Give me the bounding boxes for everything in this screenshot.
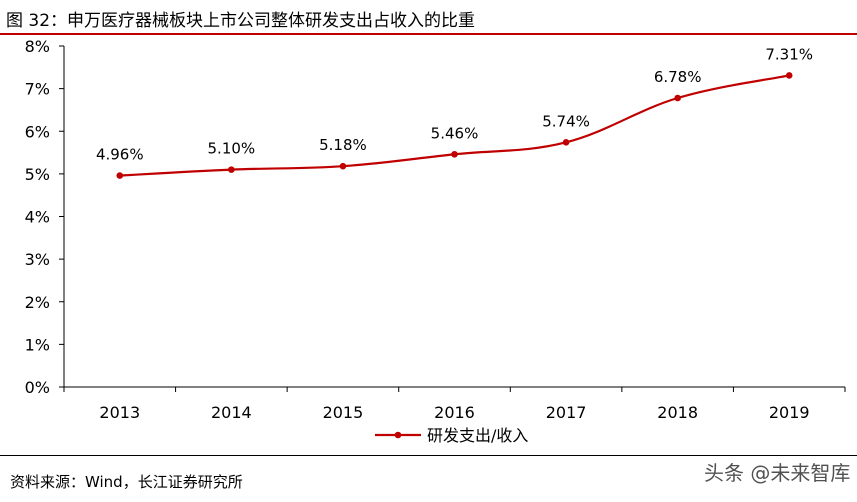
data-point	[228, 166, 235, 173]
data-point	[674, 94, 681, 102]
y-tick-label: 3%	[25, 250, 50, 269]
legend-marker	[394, 431, 402, 439]
footer-divider	[0, 455, 857, 456]
y-tick-label: 0%	[25, 378, 50, 397]
y-tick-label: 2%	[25, 293, 50, 312]
x-tick-label: 2017	[546, 403, 587, 422]
source-note: 资料来源：Wind，长江证券研究所	[10, 473, 243, 491]
x-tick-label: 2014	[211, 403, 252, 422]
data-point	[785, 72, 793, 79]
data-label: 5.46%	[431, 124, 479, 142]
legend-label: 研发支出/收入	[427, 426, 528, 445]
x-tick-label: 2019	[769, 403, 810, 422]
data-point	[451, 150, 458, 158]
data-label: 5.18%	[319, 136, 367, 154]
data-point	[562, 139, 570, 146]
x-tick-label: 2013	[99, 403, 140, 422]
data-point	[339, 162, 347, 170]
data-label: 6.78%	[654, 68, 702, 86]
x-tick-label: 2018	[657, 403, 698, 422]
data-label: 7.31%	[765, 45, 813, 63]
y-tick-label: 7%	[25, 80, 50, 99]
y-tick-label: 1%	[25, 335, 50, 354]
y-tick-label: 4%	[25, 208, 50, 227]
data-label: 5.10%	[208, 140, 256, 158]
x-tick-label: 2016	[434, 403, 475, 422]
data-label: 4.96%	[96, 146, 144, 164]
y-tick-label: 8%	[25, 37, 50, 56]
y-tick-label: 6%	[25, 122, 50, 141]
title-divider	[0, 33, 857, 35]
x-tick-label: 2015	[323, 403, 364, 422]
line-chart: 0% 1% 2% 3% 4% 5% 6% 7% 8% 2013 2014 2015 2016 2017 20…	[25, 37, 846, 445]
data-point	[116, 172, 124, 179]
data-label: 5.74%	[542, 112, 590, 130]
watermark-logo: 头条 @未来智库	[704, 461, 851, 485]
y-tick-label: 5%	[25, 165, 50, 184]
figure-title: 图 32：申万医疗器械板块上市公司整体研发支出占收入的比重	[6, 11, 476, 31]
